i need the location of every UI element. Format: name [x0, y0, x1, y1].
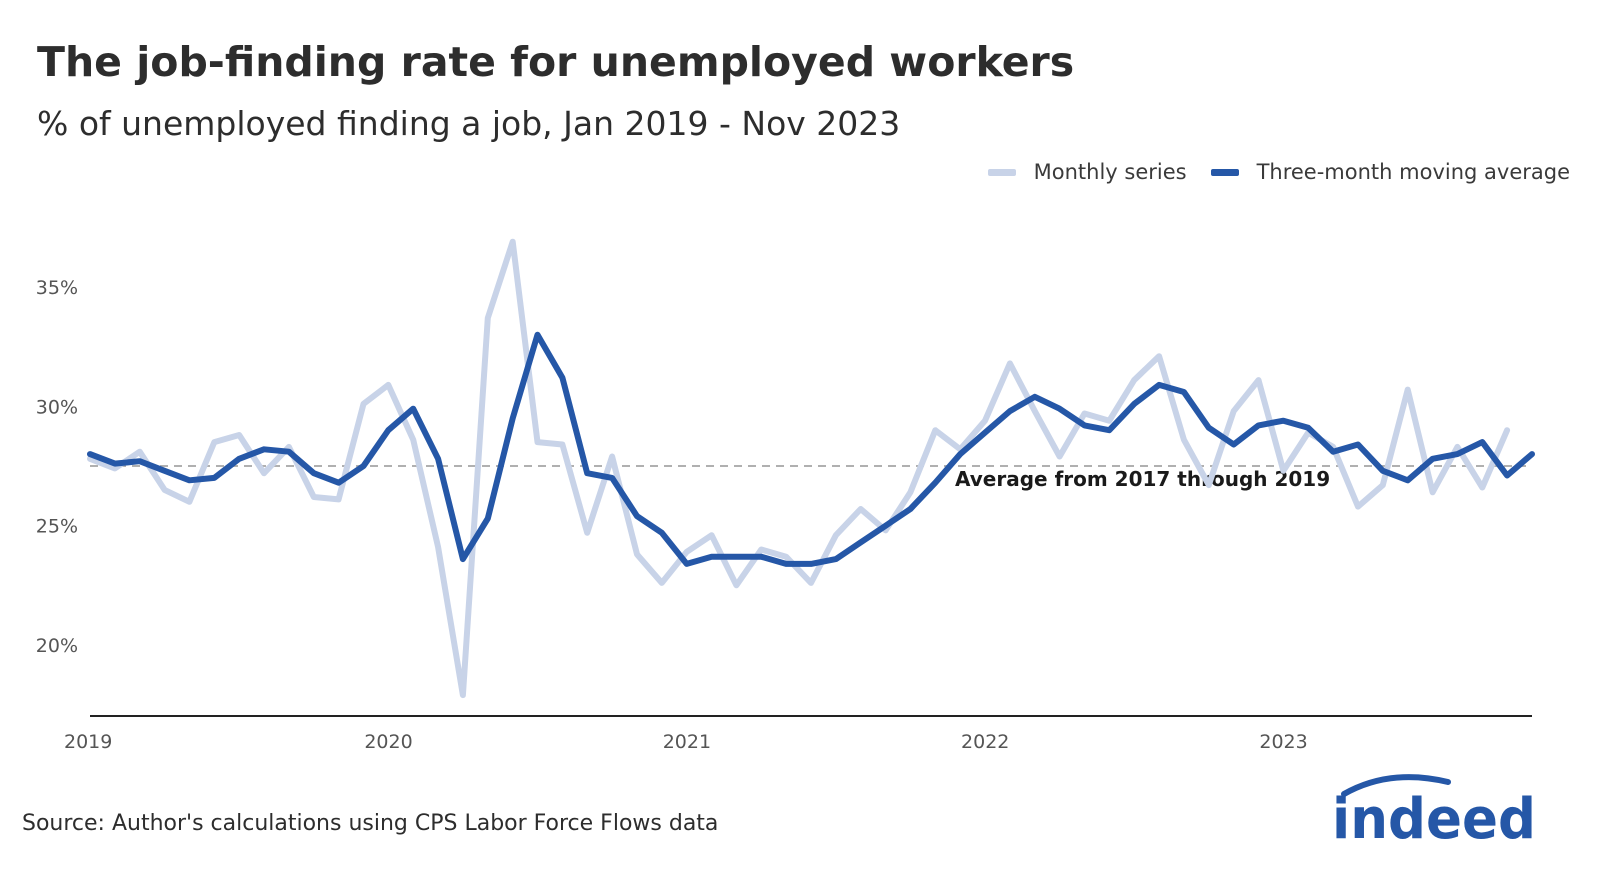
- x-tick-label: 2020: [364, 731, 412, 753]
- legend-item-monthly: Monthly series: [987, 160, 1187, 184]
- x-tick-label: 2022: [961, 731, 1009, 753]
- x-tick-label: 2019: [64, 731, 112, 753]
- x-axis: 2019 2020 2021 2022 2023: [64, 731, 1308, 753]
- series-line-moving-average: [87, 331, 1535, 567]
- y-tick-label: 30%: [36, 396, 78, 418]
- x-tick-label: 2023: [1259, 731, 1307, 753]
- chart-title: The job-finding rate for unemployed work…: [37, 38, 1075, 86]
- y-tick-label: 25%: [36, 516, 78, 538]
- reference-line-label: Average from 2017 through 2019: [955, 467, 1330, 491]
- indeed-logo: indeed: [1332, 774, 1536, 844]
- x-tick-label: 2021: [663, 731, 711, 753]
- legend-swatch-monthly: [987, 168, 1016, 176]
- legend: Monthly series Three-month moving averag…: [964, 160, 1570, 184]
- legend-item-moving-average: Three-month moving average: [1210, 160, 1570, 184]
- indeed-logo-text: indeed: [1332, 787, 1536, 844]
- y-axis: 20% 25% 30% 35%: [36, 277, 78, 657]
- legend-swatch-moving-average: [1210, 168, 1239, 176]
- y-tick-label: 20%: [36, 635, 78, 657]
- y-tick-label: 35%: [36, 277, 78, 299]
- chart-subtitle: % of unemployed finding a job, Jan 2019 …: [37, 104, 901, 143]
- source-note: Source: Author's calculations using CPS …: [22, 811, 719, 836]
- legend-label-monthly: Monthly series: [1033, 160, 1187, 184]
- legend-label-moving-average: Three-month moving average: [1256, 160, 1570, 184]
